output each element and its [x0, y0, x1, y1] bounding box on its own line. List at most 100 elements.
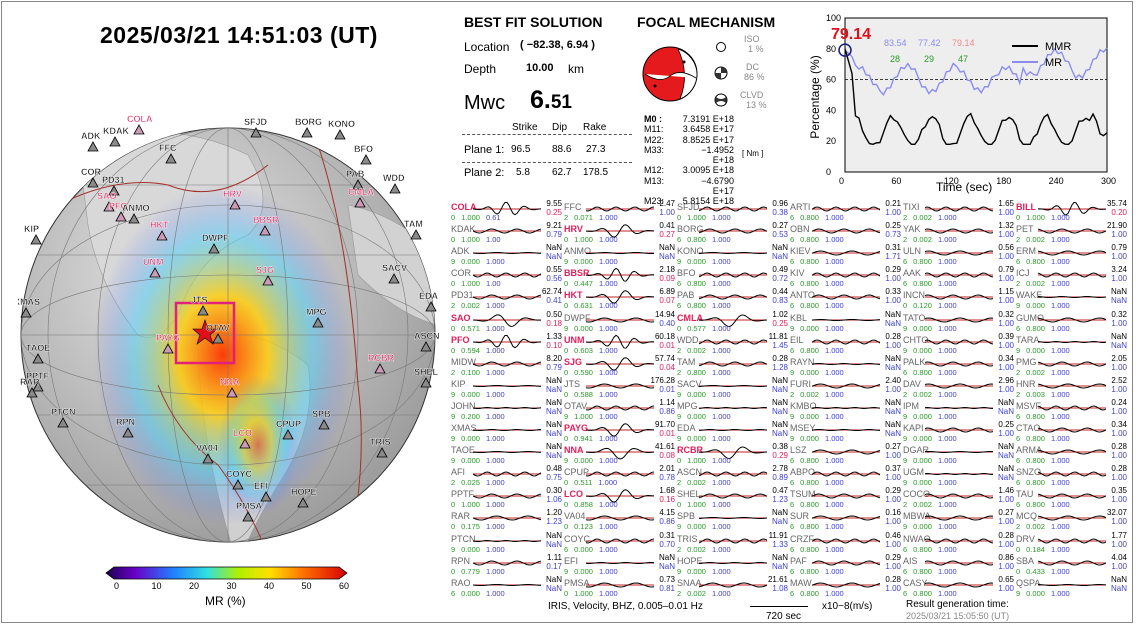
station-marker	[425, 301, 437, 312]
waveform-stat: 6	[1016, 411, 1021, 421]
waveform-stat: 1.000	[937, 566, 957, 576]
dip-header: Dip	[552, 122, 568, 133]
observed-trace	[586, 515, 654, 521]
station-marker	[108, 185, 120, 196]
amplitude-ratio: 3.24	[1111, 265, 1127, 275]
waveform-trace	[586, 356, 654, 371]
amplitude-ratio: 2.18	[659, 265, 675, 275]
iso-label: ISO	[744, 34, 760, 44]
waveform-stat: 0.002	[1026, 235, 1045, 245]
waveform-stat: 9	[903, 456, 908, 466]
station-count-label: 29	[924, 54, 934, 64]
amplitude-ratio: NaN	[545, 574, 562, 584]
waveform-trace	[586, 423, 654, 437]
waveform-stat: 9	[677, 389, 682, 399]
waveform-stat: 0.588	[574, 389, 593, 399]
observed-trace	[925, 537, 993, 543]
observed-trace	[812, 250, 880, 256]
observed-trace	[1038, 493, 1106, 499]
waveform-trace	[925, 272, 993, 278]
observed-trace	[473, 272, 541, 278]
station-marker	[354, 197, 366, 208]
amplitude-ratio: 1.02	[772, 309, 788, 319]
amplitude-ratio: 0.96	[772, 199, 788, 208]
station-marker	[360, 154, 372, 165]
waveform-cell: SHEL 0.47 1.23 0 1.000 1.000	[677, 486, 790, 510]
waveform-stats: 9 0.000 1.000	[1016, 589, 1070, 598]
observed-trace	[812, 560, 880, 566]
waveform-station-name: ARTI	[790, 202, 811, 212]
waveform-stat: 2	[1016, 367, 1021, 377]
waveform-values: 21.61 1.08	[768, 575, 788, 593]
waveform-cell: CASY 0.65 1.00 6 0.800 1.000	[903, 575, 1016, 599]
waveform-stat: 9	[903, 434, 908, 443]
waveform-values: 0.46 1.00	[885, 531, 901, 549]
waveform-station-name: DWPF	[564, 312, 591, 323]
waveform-stat: 0.002	[461, 301, 480, 311]
waveform-stat: 0.002	[687, 544, 706, 554]
waveform-stat: 2	[903, 213, 908, 222]
waveform-stat: 9	[677, 257, 682, 267]
observed-trace	[699, 206, 767, 212]
waveform-stat: 1.000	[824, 522, 844, 532]
observed-trace	[925, 272, 993, 278]
waveform-values: NaN NaN	[998, 464, 1014, 482]
station-marker	[334, 129, 346, 140]
observed-trace	[1038, 427, 1106, 433]
waveform-cell: CHTO 0.39 1.00 9 0.000 1.000	[903, 332, 1016, 356]
waveform-cell: AAK 0.79 1.00 6 0.800 1.000	[903, 265, 1016, 289]
waveform-stat: 0	[677, 500, 682, 510]
waveform-stats: 0 1.000 0.61	[451, 213, 501, 222]
amplitude-ratio: 35.74	[1106, 199, 1127, 208]
waveform-stat: 0	[451, 566, 456, 576]
waveform-stat: 1.000	[711, 522, 731, 532]
waveform-stats: 9 0.000 1.000	[790, 412, 844, 421]
waveform-cell: EDA NaN NaN 9 0.000 1.000	[677, 420, 790, 444]
waveform-station-name: SNZO	[1016, 467, 1042, 478]
observed-trace	[473, 583, 541, 586]
waveform-station-name: KONO	[677, 246, 704, 257]
time-scale-label: 720 sec	[766, 611, 802, 622]
waveform-cell: JOHN NaN NaN 9 0.200 1.000	[451, 398, 564, 422]
waveform-stat: 1.000	[937, 213, 957, 222]
waveform-stat: 0	[564, 235, 569, 245]
waveform-values: NaN NaN	[998, 442, 1014, 460]
observed-trace	[473, 384, 541, 387]
waveform-stat: 6	[564, 544, 569, 554]
waveform-trace	[925, 493, 993, 499]
moment-tensor-table: M0 : 7.3191 E+18 M11: 3.6458 E+17 M22: 8.8525…	[644, 114, 734, 207]
waveform-stats: 6 0.800 1.000	[790, 567, 844, 576]
waveform-stat: 1.000	[485, 367, 505, 377]
station-marker	[260, 491, 272, 502]
station-marker	[20, 307, 32, 318]
waveform-stat: 0	[564, 588, 569, 598]
misfit-value: 0.73	[885, 230, 901, 240]
observed-trace	[925, 339, 993, 345]
waveform-stat: 0.800	[1026, 323, 1045, 333]
waveform-stat: 1.000	[598, 323, 618, 333]
waveform-trace	[586, 334, 654, 349]
misfit-value: 0.27	[659, 230, 675, 240]
waveform-station-name: TAOE	[451, 445, 475, 456]
observed-trace	[1038, 515, 1106, 521]
observed-trace	[925, 317, 993, 322]
amplitude-ratio: 9.55	[546, 199, 562, 208]
waveform-stats: 2 0.002 1.000	[451, 301, 505, 310]
waveform-stats: 9 0.000 1.000	[677, 390, 731, 399]
observed-trace	[473, 471, 541, 477]
waveform-cell: PAB 0.44 0.83 6 0.800 1.000	[677, 287, 790, 311]
waveform-cell: PET 21.90 1.00 2 0.002 1.000	[1016, 221, 1129, 245]
waveform-values: NaN NaN	[1111, 287, 1127, 305]
waveform-values: 0.79 1.00	[998, 265, 1014, 283]
waveform-stat: 0.000	[800, 411, 819, 421]
waveform-stat: 0.800	[800, 279, 819, 289]
misfit-value: 0.17	[546, 561, 562, 571]
misfit-value: 1.00	[885, 208, 901, 217]
waveform-stats: 0 0.588 1.000	[564, 390, 618, 399]
waveform-stats: 9 0.000 1.000	[790, 434, 844, 443]
waveform-station-name: AAK	[903, 268, 922, 279]
waveform-stats: 6 0.800 1.000	[790, 213, 844, 222]
waveform-stat: 6	[790, 522, 795, 532]
waveform-cell: IPM NaN NaN 9 0.000 1.000	[903, 398, 1016, 422]
waveform-trace	[925, 515, 993, 521]
